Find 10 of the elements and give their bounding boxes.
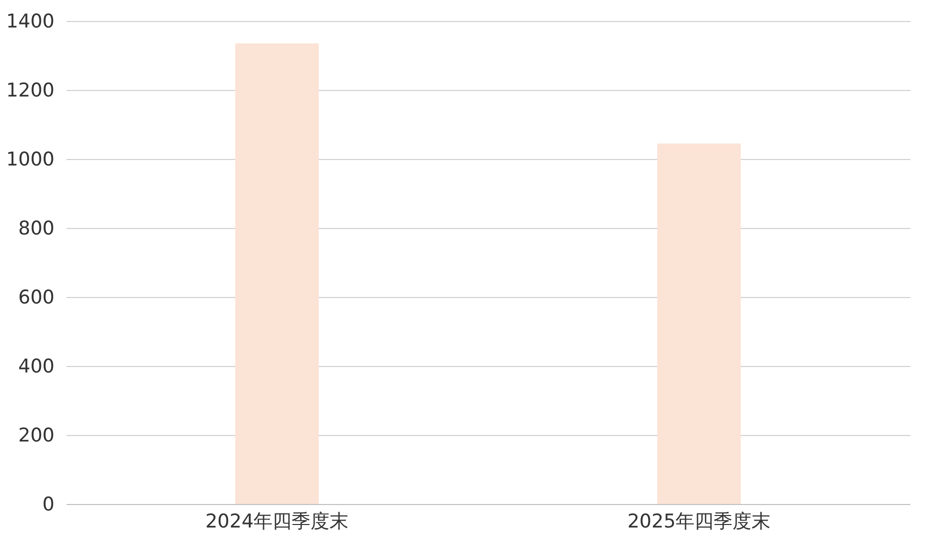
- x-tick-label: 2025年四季度末: [627, 510, 771, 532]
- y-tick-label: 400: [18, 356, 54, 378]
- y-tick-label: 600: [18, 286, 54, 308]
- y-tick-label: 1000: [6, 148, 54, 170]
- y-tick-label: 200: [18, 424, 54, 446]
- y-tick-label: 800: [18, 218, 54, 240]
- y-tick-label: 0: [42, 494, 54, 516]
- y-tick-label: 1200: [6, 80, 54, 102]
- x-tick-label: 2024年四季度末: [205, 510, 349, 532]
- y-tick-label: 1400: [6, 10, 54, 32]
